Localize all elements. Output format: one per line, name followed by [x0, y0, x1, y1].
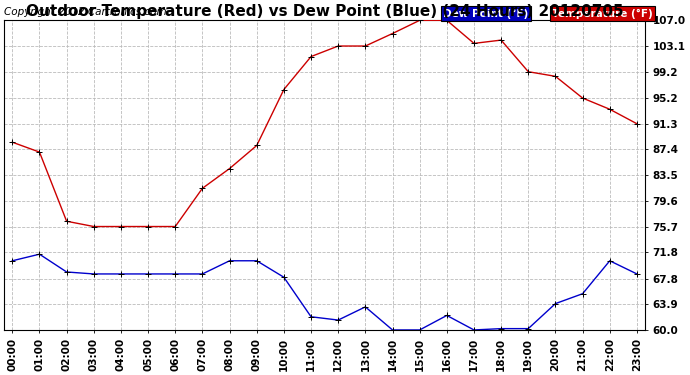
Title: Outdoor Temperature (Red) vs Dew Point (Blue) (24 Hours) 20120705: Outdoor Temperature (Red) vs Dew Point (… [26, 4, 624, 19]
Text: Copyright 2012 Cartronics.com: Copyright 2012 Cartronics.com [4, 7, 167, 17]
Text: Dew Point (°F): Dew Point (°F) [443, 9, 529, 19]
Text: Temperature (°F): Temperature (°F) [552, 9, 653, 19]
